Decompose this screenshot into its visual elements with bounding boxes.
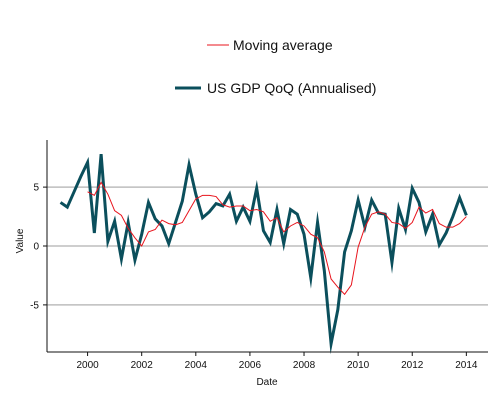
x-tick-label: 2010 bbox=[347, 360, 370, 371]
y-tick-label: -5 bbox=[30, 300, 39, 311]
x-tick-label: 2006 bbox=[239, 360, 262, 371]
series-layer bbox=[59, 154, 468, 355]
legend-label-moving-average: Moving average bbox=[233, 37, 333, 53]
y-tick-label: 0 bbox=[33, 242, 39, 253]
series-line-moving-average bbox=[87, 181, 467, 296]
x-tick-label: 2014 bbox=[455, 360, 478, 371]
axes: -5 0 5 2000 2002 2004 2006 2008 2010 2012 2014 bbox=[30, 140, 488, 371]
y-tick-label: 5 bbox=[33, 183, 39, 194]
legend-label-us-gdp-qoq: US GDP QoQ (Annualised) bbox=[207, 80, 376, 96]
x-axis-title: Date bbox=[256, 377, 278, 388]
x-tick-label: 2004 bbox=[185, 360, 208, 371]
x-tick-label: 2000 bbox=[76, 360, 99, 371]
gridlines bbox=[47, 186, 488, 306]
x-tick-label: 2012 bbox=[401, 360, 424, 371]
series-line-us-gdp-qoq bbox=[59, 154, 468, 355]
y-axis-title: Value bbox=[15, 228, 26, 253]
x-tick-label: 2008 bbox=[293, 360, 316, 371]
x-tick-label: 2002 bbox=[131, 360, 154, 371]
legend: Moving average US GDP QoQ (Annualised) bbox=[175, 37, 376, 96]
